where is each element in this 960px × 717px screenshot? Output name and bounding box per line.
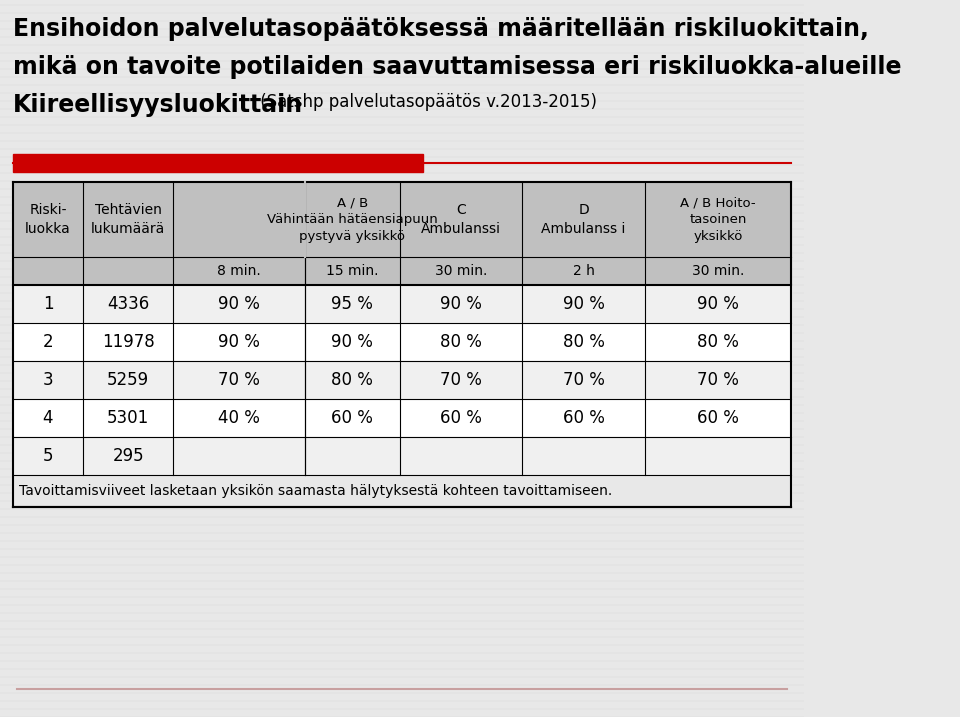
Text: 90 %: 90 % xyxy=(563,295,605,313)
Text: C
Ambulanssi: C Ambulanssi xyxy=(420,204,501,236)
Text: 3: 3 xyxy=(42,371,53,389)
Text: 80 %: 80 % xyxy=(697,333,739,351)
Text: 60 %: 60 % xyxy=(440,409,482,427)
Text: 90 %: 90 % xyxy=(697,295,739,313)
Text: A / B
Vähintään hätäensiapuun
pystyvä yksikkö: A / B Vähintään hätäensiapuun pystyvä yk… xyxy=(267,196,438,243)
Text: Riski-
luokka: Riski- luokka xyxy=(25,204,71,236)
Bar xyxy=(12,182,791,285)
Text: 8 min.: 8 min. xyxy=(217,264,261,278)
Bar xyxy=(12,154,422,172)
Text: 90 %: 90 % xyxy=(440,295,482,313)
Text: 11978: 11978 xyxy=(102,333,155,351)
Text: D
Ambulanss i: D Ambulanss i xyxy=(541,204,626,236)
Text: 60 %: 60 % xyxy=(331,409,373,427)
Text: 295: 295 xyxy=(112,447,144,465)
Text: 90 %: 90 % xyxy=(218,295,260,313)
Text: 70 %: 70 % xyxy=(563,371,605,389)
Text: 95 %: 95 % xyxy=(331,295,373,313)
Text: 30 min.: 30 min. xyxy=(692,264,744,278)
Text: 90 %: 90 % xyxy=(331,333,373,351)
Text: 5259: 5259 xyxy=(108,371,149,389)
Bar xyxy=(12,475,791,507)
Text: 70 %: 70 % xyxy=(218,371,260,389)
Text: 2: 2 xyxy=(42,333,53,351)
Text: 40 %: 40 % xyxy=(218,409,260,427)
Text: Tavoittamisviiveet lasketaan yksikön saamasta hälytyksestä kohteen tavoittamisee: Tavoittamisviiveet lasketaan yksikön saa… xyxy=(19,484,612,498)
Text: 2 h: 2 h xyxy=(573,264,594,278)
Text: 5: 5 xyxy=(42,447,53,465)
Text: 60 %: 60 % xyxy=(697,409,739,427)
Text: (Satshp palvelutasopäätös v.2013-2015): (Satshp palvelutasopäätös v.2013-2015) xyxy=(255,93,597,111)
Text: 80 %: 80 % xyxy=(563,333,605,351)
Text: Ensihoidon palvelutasopäätöksessä määritellään riskiluokittain,: Ensihoidon palvelutasopäätöksessä määrit… xyxy=(12,17,869,41)
Text: 70 %: 70 % xyxy=(440,371,482,389)
Bar xyxy=(12,323,791,361)
Text: mikä on tavoite potilaiden saavuttamisessa eri riskiluokka-alueille: mikä on tavoite potilaiden saavuttamises… xyxy=(12,55,901,79)
Text: 60 %: 60 % xyxy=(563,409,605,427)
Text: 1: 1 xyxy=(42,295,53,313)
Text: 4: 4 xyxy=(42,409,53,427)
Text: A / B Hoito-
tasoinen
yksikkö: A / B Hoito- tasoinen yksikkö xyxy=(681,196,756,243)
Text: 15 min.: 15 min. xyxy=(326,264,378,278)
Text: 30 min.: 30 min. xyxy=(435,264,487,278)
Text: 5301: 5301 xyxy=(108,409,150,427)
Text: 90 %: 90 % xyxy=(218,333,260,351)
Bar xyxy=(12,437,791,475)
Bar xyxy=(12,182,791,507)
Text: 80 %: 80 % xyxy=(331,371,373,389)
Text: Tehtävien
lukumäärä: Tehtävien lukumäärä xyxy=(91,204,165,236)
Bar xyxy=(12,361,791,399)
Bar xyxy=(12,399,791,437)
Text: 70 %: 70 % xyxy=(697,371,739,389)
Text: 4336: 4336 xyxy=(108,295,150,313)
Bar xyxy=(12,285,791,323)
Text: 80 %: 80 % xyxy=(440,333,482,351)
Text: Kiireellisyysluokittain: Kiireellisyysluokittain xyxy=(12,93,302,117)
